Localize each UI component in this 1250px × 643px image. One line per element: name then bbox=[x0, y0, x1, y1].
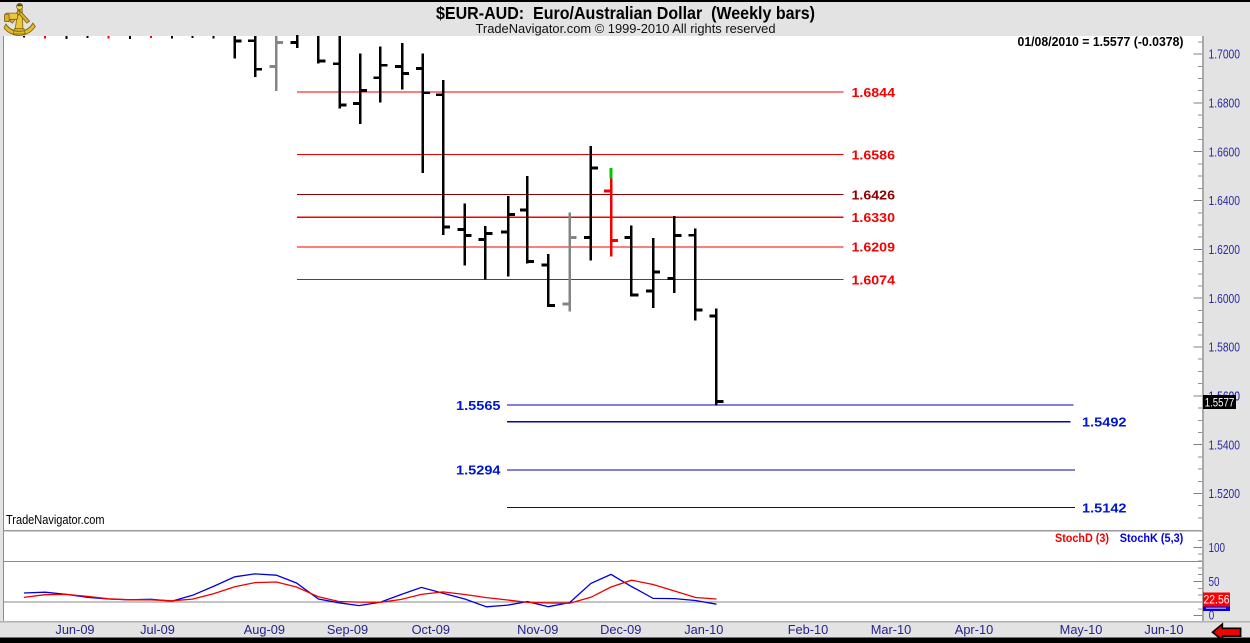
svg-text:1.6209: 1.6209 bbox=[852, 240, 896, 255]
svg-text:1.6000: 1.6000 bbox=[1209, 291, 1241, 306]
svg-text:1.6400: 1.6400 bbox=[1209, 193, 1241, 208]
svg-text:100: 100 bbox=[1209, 540, 1226, 555]
svg-text:1.6330: 1.6330 bbox=[852, 210, 896, 225]
svg-text:1.6074: 1.6074 bbox=[852, 272, 896, 287]
svg-text:1.5142: 1.5142 bbox=[1082, 500, 1127, 515]
svg-text:Jun-09: Jun-09 bbox=[55, 622, 94, 637]
svg-text:1.5800: 1.5800 bbox=[1209, 340, 1241, 355]
svg-text:1.5400: 1.5400 bbox=[1209, 437, 1241, 452]
svg-text:0: 0 bbox=[1209, 607, 1215, 622]
svg-text:StochK (5,3): StochK (5,3) bbox=[1120, 531, 1184, 545]
svg-text:Jun-10: Jun-10 bbox=[1144, 622, 1183, 637]
svg-text:Mar-10: Mar-10 bbox=[871, 622, 912, 637]
svg-text:1.6844: 1.6844 bbox=[852, 85, 896, 100]
svg-text:Aug-09: Aug-09 bbox=[244, 622, 285, 637]
svg-text:1.5200: 1.5200 bbox=[1209, 486, 1241, 501]
svg-text:Sep-09: Sep-09 bbox=[327, 622, 368, 637]
svg-text:1.6200: 1.6200 bbox=[1209, 242, 1241, 257]
svg-text:1.6426: 1.6426 bbox=[852, 187, 896, 202]
svg-text:TradeNavigator.com: TradeNavigator.com bbox=[6, 513, 105, 527]
svg-text:1.5577: 1.5577 bbox=[1205, 395, 1235, 409]
svg-text:01/08/2010 = 1.5577 (-0.0378): 01/08/2010 = 1.5577 (-0.0378) bbox=[1018, 34, 1184, 49]
svg-text:Jan-10: Jan-10 bbox=[684, 622, 723, 637]
svg-text:StochD (3): StochD (3) bbox=[1055, 531, 1109, 545]
svg-text:1.5294: 1.5294 bbox=[456, 463, 501, 478]
svg-text:Apr-10: Apr-10 bbox=[955, 622, 993, 637]
svg-text:Feb-10: Feb-10 bbox=[788, 622, 829, 637]
svg-text:1.5565: 1.5565 bbox=[456, 398, 501, 413]
svg-text:1.6586: 1.6586 bbox=[852, 147, 896, 162]
svg-text:Dec-09: Dec-09 bbox=[600, 622, 641, 637]
svg-text:$EUR-AUD: Euro/Australian Dol: $EUR-AUD: Euro/Australian Dollar (Weekly… bbox=[436, 3, 815, 23]
svg-text:1.6600: 1.6600 bbox=[1209, 144, 1241, 159]
svg-text:TradeNavigator.com © 1999-2010: TradeNavigator.com © 1999-2010 All right… bbox=[476, 22, 776, 36]
svg-text:1.6800: 1.6800 bbox=[1209, 96, 1241, 111]
svg-text:22.56: 22.56 bbox=[1204, 593, 1230, 607]
svg-text:50: 50 bbox=[1209, 574, 1220, 589]
svg-text:Nov-09: Nov-09 bbox=[517, 622, 558, 637]
svg-text:1.7000: 1.7000 bbox=[1209, 47, 1241, 62]
svg-text:May-10: May-10 bbox=[1060, 622, 1103, 637]
svg-text:Oct-09: Oct-09 bbox=[412, 622, 450, 637]
svg-text:Jul-09: Jul-09 bbox=[140, 622, 175, 637]
svg-text:1.5492: 1.5492 bbox=[1082, 415, 1127, 430]
